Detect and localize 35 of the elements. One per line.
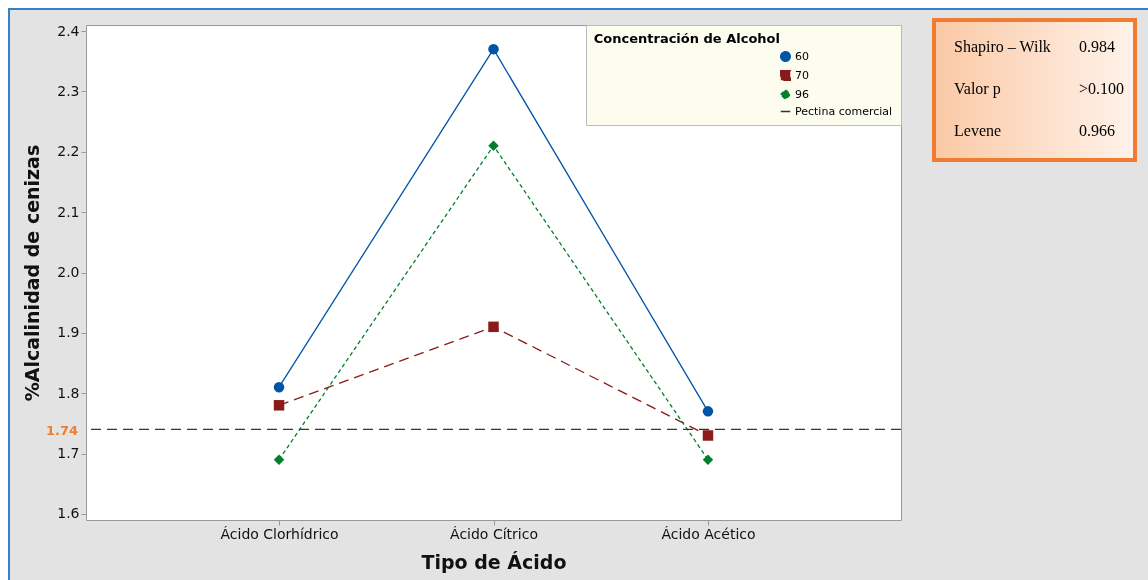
y-tick-label: 1.8 <box>57 384 80 401</box>
text: 1.74 <box>45 423 78 439</box>
legend-label: Pectina comercial <box>795 104 893 118</box>
x-tick-label: Ácido Cítrico <box>450 525 538 542</box>
legend-title: Concentración de Alcohol <box>593 31 780 46</box>
y-tick-label: 1.7 <box>57 445 80 462</box>
text: 0.984 <box>1079 37 1116 57</box>
text: Levene <box>954 121 1003 141</box>
y-tick-label: 2.0 <box>57 264 80 280</box>
point <box>488 321 499 333</box>
y-axis-title: %Alcalinidad de cenizas <box>21 144 44 402</box>
point <box>488 140 499 151</box>
point <box>702 430 714 441</box>
point <box>488 43 499 55</box>
point <box>273 381 285 393</box>
text: Valor p <box>954 79 1002 100</box>
text: Shapiro – Wilk <box>954 37 1052 58</box>
point <box>702 454 714 465</box>
y-tick-label: 2.4 <box>57 22 80 39</box>
y-tick-label: 2.3 <box>57 82 80 99</box>
legend-label: 70 <box>795 68 809 82</box>
point <box>273 454 285 465</box>
legend-label: 60 <box>795 49 809 63</box>
y-tick-label: 1.9 <box>57 324 80 341</box>
point <box>702 406 714 417</box>
text: >0.100 <box>1079 79 1126 99</box>
point <box>273 400 285 411</box>
y-tick-label: 2.2 <box>57 143 80 160</box>
x-tick-label: Ácido Acético <box>661 525 756 542</box>
x-tick-label: Ácido Clorhídrico <box>220 525 339 542</box>
y-tick-label: 2.1 <box>57 203 80 220</box>
x-axis-title: Tipo de Ácido <box>421 550 567 573</box>
text: 0.966 <box>1079 121 1116 141</box>
legend-label: 96 <box>795 87 809 101</box>
y-tick-label: 1.6 <box>57 505 80 522</box>
